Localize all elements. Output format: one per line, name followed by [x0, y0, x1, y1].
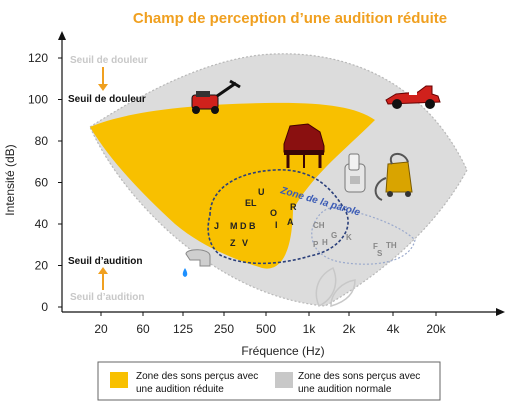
speech-letter-f: F [373, 242, 378, 251]
x-tick-label: 4k [387, 322, 401, 336]
legend-label-reduced-line2: une audition réduite [136, 384, 224, 395]
speech-letter-k: K [346, 233, 352, 242]
legend: Zone des sons perçus avec une audition r… [97, 361, 441, 401]
y-tick-label: 60 [35, 176, 49, 190]
x-tick-label: 20 [94, 322, 108, 336]
speech-letter-th: TH [386, 241, 397, 250]
legend-label-reduced-line1: Zone des sons perçus avec [136, 371, 258, 382]
x-tick-label: 1k [303, 322, 317, 336]
telephone-icon [344, 153, 366, 193]
y-tick-label: 40 [35, 217, 49, 231]
x-axis-label: Fréquence (Hz) [241, 344, 324, 358]
legend-label-normal-line2: une audition normale [298, 384, 392, 395]
speech-letter-j: J [214, 221, 219, 231]
speech-zone-outline [207, 169, 349, 265]
speech-letter-h: H [322, 238, 328, 247]
speech-letter-b: B [249, 221, 256, 231]
legend-label-normal-line1: Zone des sons perçus avec [298, 371, 420, 382]
speech-letter-i: I [275, 220, 278, 230]
legend-swatch-reduced [110, 372, 128, 388]
pain-threshold-arrow [98, 67, 108, 91]
vacuum-cleaner-icon [374, 153, 413, 201]
speech-letter-ch: CH [313, 221, 325, 230]
y-tick-label: 0 [41, 300, 48, 314]
chart-title: Champ de perception d’une audition rédui… [133, 10, 447, 27]
x-tick-label: 2k [343, 322, 357, 336]
speech-letter-o: O [270, 208, 277, 218]
x-tick-label: 60 [136, 322, 150, 336]
pain-threshold-normal-label: Seuil de douleur [70, 55, 148, 66]
pain-threshold-reduced-label: Seuil de douleur [68, 94, 146, 105]
grand-piano-icon [283, 123, 325, 168]
y-tick-label: 100 [28, 93, 48, 107]
speech-letter-p: P [313, 240, 319, 249]
speech-letter-z: Z [230, 238, 236, 248]
speech-letter-r: R [290, 202, 297, 212]
speech-letter-el: EL [245, 198, 257, 208]
hearing-threshold-arrow [98, 267, 108, 290]
x-axis-arrow [496, 308, 505, 316]
hearing-threshold-normal-label: Seuil d’audition [70, 292, 144, 303]
dripping-tap-icon [182, 249, 211, 277]
y-axis-arrow [58, 31, 66, 40]
x-tick-label: 125 [173, 322, 193, 336]
speech-letter-v: V [242, 238, 248, 248]
speech-letter-u: U [258, 187, 265, 197]
x-tick-label: 250 [214, 322, 234, 336]
speech-letter-a: A [287, 217, 294, 227]
race-car-icon [385, 85, 441, 109]
lawnmower-icon [191, 79, 241, 114]
speech-letter-m: M [230, 221, 238, 231]
speech-letter-d: D [240, 221, 247, 231]
speech-letter-s: S [377, 249, 383, 258]
y-tick-label: 20 [35, 259, 49, 273]
y-tick-label: 120 [28, 51, 48, 65]
speech-letter-g: G [331, 231, 337, 240]
x-tick-label: 20k [426, 322, 446, 336]
legend-swatch-normal [275, 372, 293, 388]
hearing-threshold-reduced-label: Seuil d’audition [68, 256, 142, 267]
y-tick-label: 80 [35, 134, 49, 148]
y-axis-label: Intensité (dB) [3, 144, 17, 215]
leaves-icon [315, 266, 356, 308]
x-tick-label: 500 [256, 322, 276, 336]
